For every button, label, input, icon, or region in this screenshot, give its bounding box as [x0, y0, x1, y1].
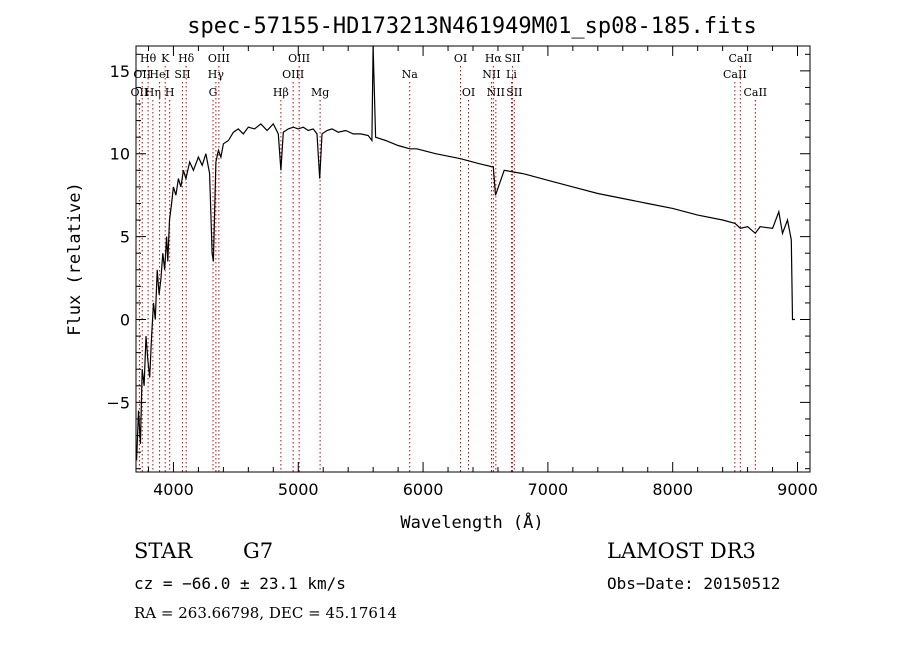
- y-axis-ticks: −5 0 5 10 15: [106, 53, 810, 470]
- x-tick-label: 8000: [652, 480, 693, 499]
- x-axis-label: Wavelength (Å): [400, 511, 543, 533]
- chart-title: spec-57155-HD173213N461949M01_sp08-185.f…: [187, 14, 757, 39]
- spectrum-line: [136, 45, 795, 461]
- x-tick-label: 6000: [403, 480, 444, 499]
- y-tick-label: −5: [106, 393, 130, 412]
- line-marker-label: CaII: [729, 52, 753, 65]
- x-tick-label: 9000: [777, 480, 818, 499]
- redshift-readout: cz = −66.0 ± 23.1 km/s: [134, 574, 346, 593]
- y-tick-label: 15: [110, 62, 130, 81]
- line-marker-label: K: [161, 52, 170, 65]
- survey-name: LAMOST DR3: [607, 539, 756, 563]
- x-tick-label: 7000: [528, 480, 569, 499]
- y-axis-label: Flux (relative): [65, 182, 85, 336]
- coordinates: RA = 263.66798, DEC = 45.17614: [134, 604, 398, 622]
- line-marker-label: Hα: [485, 52, 503, 65]
- line-marker-label: Hη: [145, 86, 161, 99]
- plot-frame: [135, 45, 811, 473]
- obs-date: Obs−Date: 20150512: [607, 574, 781, 593]
- line-marker-label: NII: [482, 68, 500, 81]
- line-marker-label: Hδ: [178, 52, 195, 65]
- line-marker-label: Mg: [311, 86, 329, 99]
- y-tick-label: 0: [120, 311, 130, 330]
- line-marker-label: SII: [504, 52, 520, 65]
- line-marker-label: Hγ: [208, 68, 225, 81]
- line-marker-label: SII: [174, 68, 190, 81]
- line-marker-label: CaII: [723, 68, 747, 81]
- line-marker-label: OIII: [208, 52, 230, 65]
- line-marker-label: OIII: [282, 68, 304, 81]
- line-marker-label: Hβ: [273, 86, 289, 99]
- y-tick-label: 5: [120, 228, 130, 247]
- line-marker-label: OII: [131, 86, 149, 99]
- line-marker-label: NII: [487, 86, 505, 99]
- line-marker-label: CaII: [743, 86, 767, 99]
- line-marker-label: OIII: [288, 52, 310, 65]
- object-subclass: G7: [243, 539, 274, 563]
- line-marker-label: Hθ: [140, 52, 157, 65]
- line-marker-label: G: [209, 86, 218, 99]
- line-marker-label: Na: [402, 68, 419, 81]
- line-marker-label: HeI: [149, 68, 169, 81]
- y-tick-label: 10: [110, 145, 130, 164]
- x-tick-label: 4000: [153, 480, 194, 499]
- line-marker-label: OI: [454, 52, 467, 65]
- line-marker-label: Li: [506, 68, 517, 81]
- object-class: STAR: [134, 539, 193, 563]
- x-axis-ticks: 4000 5000 6000 7000 8000 9000: [147, 46, 818, 499]
- line-marker-label: OI: [462, 86, 475, 99]
- line-markers: OIIOIIHθHηHeIKHSIIHδGHγOIIIHβOIIIOIIIMgN…: [131, 52, 767, 472]
- x-tick-label: 5000: [278, 480, 319, 499]
- line-marker-label: H: [165, 86, 175, 99]
- line-marker-label: SII: [506, 86, 522, 99]
